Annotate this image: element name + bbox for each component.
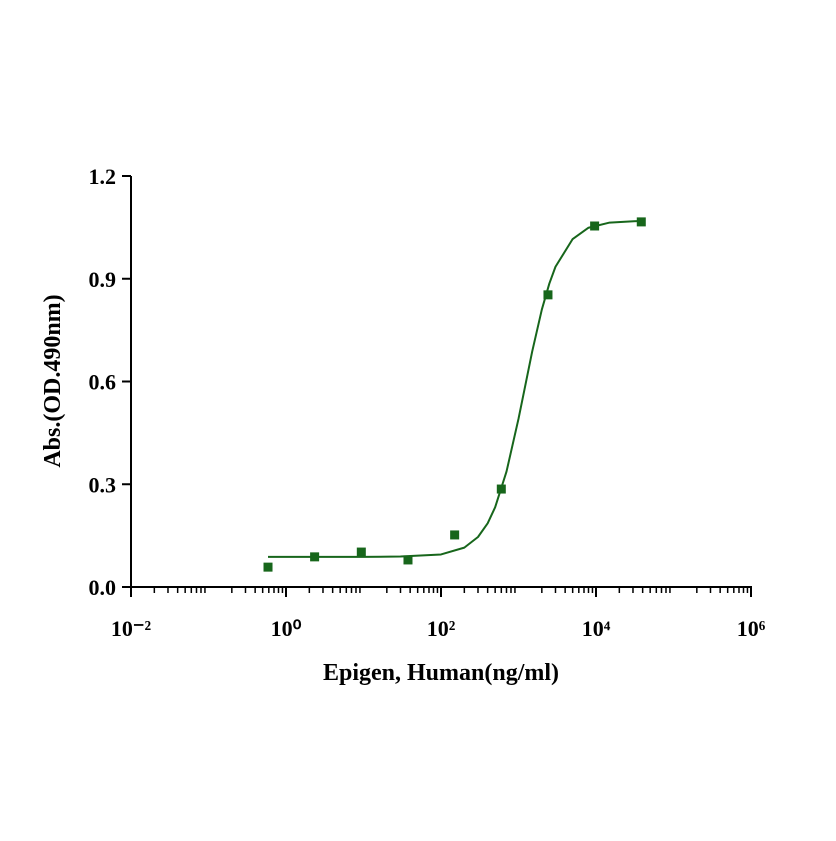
x-tick-label: 10⁰ <box>271 616 302 641</box>
x-tick-label: 10⁴ <box>582 616 611 641</box>
data-point <box>403 555 413 565</box>
x-tick-label: 10⁶ <box>737 616 766 641</box>
x-axis-label: Epigen, Human(ng/ml) <box>323 660 559 686</box>
y-tick-label: 0.0 <box>89 575 117 600</box>
y-tick-label: 0.3 <box>89 472 117 497</box>
data-point <box>356 547 366 557</box>
data-point <box>263 562 273 572</box>
data-point <box>636 217 646 227</box>
y-tick-label: 1.2 <box>89 164 117 189</box>
fit-curve <box>268 219 642 558</box>
y-axis-label: Abs.(OD.490nm) <box>40 294 66 467</box>
data-point <box>450 530 460 540</box>
data-point <box>543 290 553 300</box>
x-tick-label: 10² <box>427 616 456 641</box>
y-tick-label: 0.9 <box>89 267 117 292</box>
x-tick-label: 10⁻² <box>111 616 152 641</box>
y-tick-label: 0.6 <box>89 370 117 395</box>
